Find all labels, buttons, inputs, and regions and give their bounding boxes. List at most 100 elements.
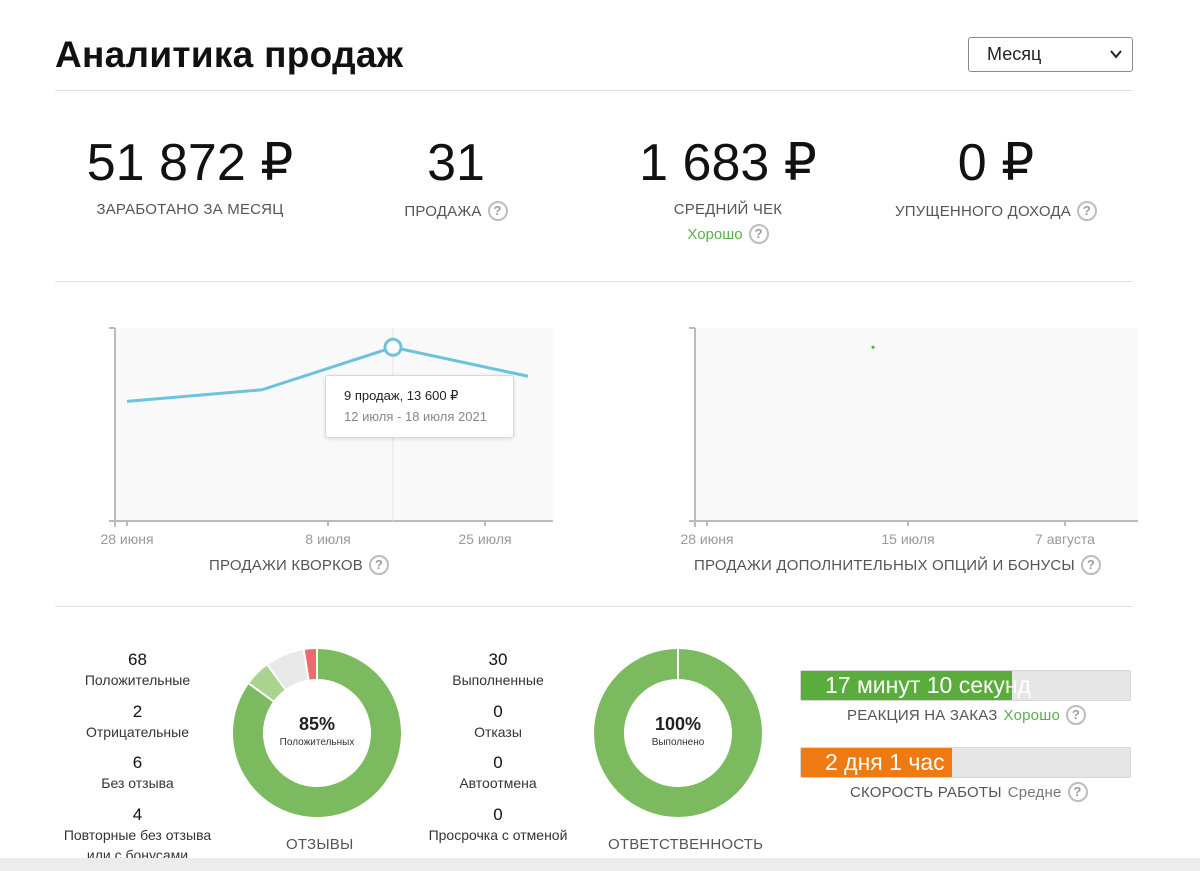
horizontal-scrollbar[interactable] [0, 858, 1200, 871]
responsibility-donut [594, 649, 762, 817]
stat-missed-income-value: 0 ₽ [957, 134, 1035, 192]
list-item: 30 Выполненные [415, 650, 581, 702]
stat-average-check-rating: Хорошо [687, 225, 743, 243]
reaction-label: РЕАКЦИЯ НА ЗАКАЗ [847, 706, 998, 724]
donut-segment [267, 650, 310, 690]
help-icon[interactable]: ? [368, 555, 389, 575]
x-tick-label: 28 июня [100, 531, 153, 547]
help-icon[interactable]: ? [1080, 555, 1101, 575]
orders-done-count: 30 [488, 650, 508, 669]
donut-separator [302, 649, 310, 680]
donut-segment [303, 649, 318, 680]
list-item: 0 Автоотмена [415, 753, 581, 805]
donut-segment [233, 649, 401, 817]
orders-refused-label: Отказы [474, 724, 522, 740]
orders-overdue-label: Просрочка с отменой [428, 827, 568, 843]
reviews-none-label: Без отзыва [101, 775, 174, 791]
speed-bar-fill [801, 748, 953, 777]
stat-sales-label: ПРОДАЖА [404, 202, 482, 220]
reviews-none-count: 6 [132, 753, 143, 772]
stat-average-check: 1 683 ₽ СРЕДНИЙ ЧЕК Хорошо ? [618, 132, 838, 244]
chevron-down-icon [1110, 38, 1122, 83]
donut-separator [248, 682, 274, 703]
series-line [126, 345, 529, 403]
kwork-sales-title: ПРОДАЖИ КВОРКОВ [209, 556, 363, 574]
reaction-caption: РЕАКЦИЯ НА ЗАКАЗ Хорошо ? [847, 705, 1086, 725]
reviews-negative-label: Отрицательные [85, 724, 190, 740]
list-item: 4 Повторные без отзыва или с бонусами [55, 805, 220, 865]
orders-refused-count: 0 [493, 702, 503, 721]
speed-bar-text: 2 дня 1 час [825, 749, 945, 775]
data-point [871, 345, 875, 349]
orders-autocancel-count: 0 [493, 753, 503, 772]
x-tick-label: 7 августа [1035, 531, 1095, 547]
plot-area [695, 328, 1138, 521]
page-title: Аналитика продаж [55, 34, 404, 75]
responsibility-section-label: ОТВЕТСТВЕННОСТЬ [608, 836, 764, 853]
reviews-donut-caption: Положительных [279, 737, 355, 748]
reviews-list: 68 Положительные 2 Отрицательные 6 Без о… [55, 650, 220, 865]
reviews-positive-label: Положительные [84, 672, 191, 688]
stat-missed-income: 0 ₽ УПУЩЕННОГО ДОХОДА ? [892, 132, 1100, 221]
divider [55, 606, 1133, 607]
help-icon[interactable]: ? [1076, 201, 1097, 221]
reviews-positive-count: 68 [128, 650, 147, 669]
reviews-donut-center: 85% Положительных [267, 714, 367, 748]
reviews-donut-percent: 85% [298, 714, 336, 734]
reaction-bar-text: 17 минут 10 секунд [825, 672, 1031, 698]
speed-label: СКОРОСТЬ РАБОТЫ [850, 783, 1002, 801]
help-icon[interactable]: ? [1067, 782, 1088, 802]
kwork-sales-chart-svg: 28 июня 8 июля 25 июля [100, 327, 553, 547]
x-tick-label: 15 июля [881, 531, 934, 547]
responsibility-donut-caption: Выполнено [651, 737, 705, 748]
kwork-sales-chart: 28 июня 8 июля 25 июля [95, 325, 555, 560]
orders-done-label: Выполненные [452, 672, 544, 688]
speed-caption: СКОРОСТЬ РАБОТЫ Средне ? [850, 782, 1088, 802]
list-item: 0 Просрочка с отменой [415, 805, 581, 845]
kwork-sales-caption: ПРОДАЖИ КВОРКОВ ? [209, 555, 389, 575]
tooltip-period: 12 июля - 18 июля 2021 [344, 409, 487, 424]
reviews-negative-count: 2 [132, 702, 143, 721]
stat-missed-income-label: УПУЩЕННОГО ДОХОДА [895, 202, 1071, 220]
responsibility-donut-percent: 100% [654, 714, 702, 734]
extras-sales-chart-svg: 28 июня 15 июля 7 августа [680, 327, 1138, 547]
stat-earned-value: 51 872 ₽ [86, 134, 294, 192]
orders-autocancel-label: Автоотмена [459, 775, 537, 791]
chart-tooltip: 9 продаж, 13 600 ₽ 12 июля - 18 июля 202… [325, 375, 514, 438]
stat-sales-value: 31 [427, 134, 485, 192]
extras-sales-chart: 28 июня 15 июля 7 августа [675, 325, 1140, 560]
stat-sales: 31 ПРОДАЖА ? [380, 132, 532, 221]
tooltip-sales: 9 продаж, 13 600 ₽ [344, 388, 459, 403]
orders-list: 30 Выполненные 0 Отказы 0 Автоотмена 0 П… [415, 650, 581, 845]
extras-sales-caption: ПРОДАЖИ ДОПОЛНИТЕЛЬНЫХ ОПЦИЙ И БОНУСЫ ? [694, 555, 1101, 575]
help-icon[interactable]: ? [487, 201, 508, 221]
list-item: 2 Отрицательные [55, 702, 220, 753]
reviews-section-label: ОТЗЫВЫ [286, 836, 354, 853]
reaction-bar-fill [801, 671, 1012, 700]
divider [55, 90, 1133, 91]
list-item: 6 Без отзыва [55, 753, 220, 805]
reaction-bar: 17 минут 10 секунд [800, 670, 1131, 701]
stat-average-check-label: СРЕДНИЙ ЧЕК [673, 201, 783, 218]
stat-average-check-value: 1 683 ₽ [639, 134, 817, 192]
x-tick-label: 28 июня [680, 531, 733, 547]
speed-rating: Средне [1007, 783, 1062, 801]
help-icon[interactable]: ? [748, 224, 769, 244]
reviews-donut [233, 649, 401, 817]
orders-overdue-count: 0 [493, 805, 503, 824]
speed-bar: 2 дня 1 час [800, 747, 1131, 778]
divider [55, 281, 1133, 282]
reaction-rating: Хорошо [1003, 706, 1060, 724]
period-select[interactable]: Месяц [968, 37, 1133, 72]
stat-earned-label: ЗАРАБОТАНО ЗА МЕСЯЦ [96, 201, 284, 218]
responsibility-donut-center: 100% Выполнено [628, 714, 728, 748]
list-item: 68 Положительные [55, 650, 220, 702]
help-icon[interactable]: ? [1066, 705, 1086, 725]
data-point-highlight [383, 337, 403, 357]
donut-segment [249, 665, 286, 702]
period-select-value: Месяц [987, 44, 1042, 64]
reviews-repeat-count: 4 [132, 805, 143, 824]
extras-sales-title: ПРОДАЖИ ДОПОЛНИТЕЛЬНЫХ ОПЦИЙ И БОНУСЫ [694, 556, 1075, 574]
x-tick-label: 25 июля [458, 531, 511, 547]
x-tick-label: 8 июля [305, 531, 350, 547]
